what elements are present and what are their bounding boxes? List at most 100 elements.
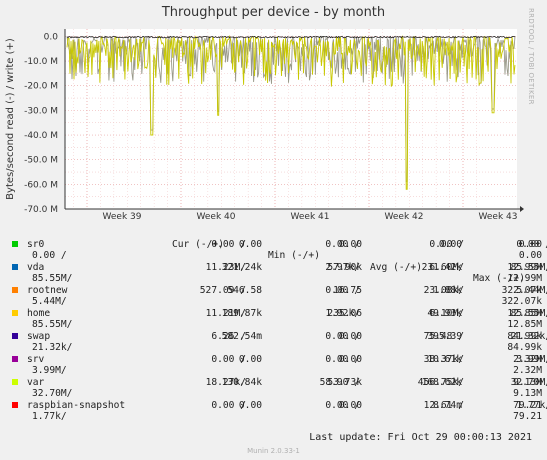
- y-tick-label: -70.0 M: [24, 205, 58, 215]
- legend-name: srv: [27, 353, 45, 365]
- avg-write: 395.39: [427, 330, 462, 342]
- max-write: 79.21: [513, 399, 542, 411]
- legend-table: Cur (-/+) Min (-/+) Avg (-/+) Max (-/+) …: [12, 227, 547, 423]
- avg-write: 0.00: [438, 238, 462, 250]
- avg-write: 168.62k: [421, 376, 462, 388]
- cur-write: 546.58: [227, 284, 262, 296]
- cur-write: 321.24k: [221, 261, 262, 273]
- legend-row-var: var 18.27k/130.84k 58.90 /53.73k 456.75k/16…: [12, 376, 547, 389]
- x-axis-ticks: Week 39 Week 40 Week 41 Week 42 Week 43: [103, 212, 518, 222]
- legend-name: rootnew: [27, 284, 68, 296]
- cont-read: 3.99M/: [32, 365, 67, 376]
- legend-swatch: [12, 333, 18, 339]
- cont-max: 0.00: [518, 250, 542, 261]
- legend-name: raspbian-snapshot: [27, 399, 126, 411]
- min-write: 16.75: [333, 284, 362, 296]
- legend-cont-row: 5.44M/322.07k: [12, 296, 542, 308]
- cont-max: 322.07k: [501, 296, 542, 307]
- x-tick-label: Week 42: [385, 212, 424, 222]
- avg-read: 75.48 /: [423, 330, 464, 342]
- legend-swatch: [12, 241, 18, 247]
- min-write: 57.90k: [327, 261, 362, 273]
- cont-read: 0.00 /: [32, 250, 67, 261]
- min-read: 0.00 /: [325, 284, 360, 296]
- min-write: 0.00: [338, 353, 362, 365]
- min-read: 58.90 /: [319, 376, 360, 388]
- avg-read: 0.00 /: [429, 238, 464, 250]
- y-tick-label: -50.0 M: [24, 156, 58, 166]
- avg-write: 8.74m: [433, 399, 462, 411]
- min-write: 0.00: [338, 399, 362, 411]
- min-write: 0.00: [338, 330, 362, 342]
- cur-read: 11.23M/: [205, 261, 246, 273]
- cont-read: 1.77k/: [32, 411, 67, 422]
- avg-write: 49.93k: [427, 307, 462, 319]
- avg-read: 38.37k/: [423, 353, 464, 365]
- avg-write: 10.61k: [427, 353, 462, 365]
- legend-cont-row: 1.77k/79.21: [12, 411, 542, 423]
- avg-read: 6.10M/: [429, 307, 464, 319]
- legend-name: var: [27, 376, 45, 388]
- cont-max: 12.85M: [507, 319, 542, 330]
- legend-cont-row: 32.70M/9.13M: [12, 388, 542, 400]
- max-write: 9.13M: [513, 376, 542, 388]
- header-max: Max (-/+): [473, 273, 525, 284]
- legend-name: home: [27, 307, 51, 319]
- grid: [65, 29, 517, 210]
- max-read: 85.55M/: [510, 261, 547, 273]
- max-read: 85.55M/: [510, 307, 547, 319]
- y-tick-label: 0.0: [44, 32, 59, 42]
- cont-read: 85.55M/: [32, 319, 73, 330]
- series-lines: [66, 34, 516, 190]
- legend-swatch: [12, 356, 18, 362]
- avg-read: 456.75k/: [417, 376, 464, 388]
- y-tick-label: -10.0 M: [24, 57, 58, 67]
- min-read: 0.00 /: [325, 238, 360, 250]
- avg-read: 23.08k/: [423, 284, 464, 296]
- legend-swatch: [12, 402, 18, 408]
- legend-cont-row: 3.99M/2.32M: [12, 365, 542, 377]
- min-read: 0.00 /: [325, 399, 360, 411]
- legend-row-swap: swap 6.26 /582.54m 0.00 /0.00 75.48 /395.39…: [12, 330, 547, 343]
- cont-read: 85.55M/: [32, 273, 73, 284]
- legend-swatch: [12, 379, 18, 385]
- cur-write: 0.00: [238, 353, 262, 365]
- cont-max: 9.13M: [513, 388, 542, 399]
- cur-write: 0.00: [238, 399, 262, 411]
- legend-name: vda: [27, 261, 45, 273]
- cur-read: 527.09 /: [199, 284, 246, 296]
- max-write: 84.99k: [507, 330, 542, 342]
- x-tick-label: Week 41: [291, 212, 330, 222]
- cur-read: 18.27k/: [205, 376, 246, 388]
- max-write: 322.07k: [501, 284, 542, 296]
- rrdtool-credit: RRDTOOL / TOBI OETIKER: [527, 8, 535, 105]
- series-home: [66, 34, 516, 190]
- max-read: 32.70M/: [510, 376, 547, 388]
- last-update: Last update: Fri Oct 29 00:00:13 2021: [309, 432, 532, 443]
- min-read: 1.92k/: [325, 307, 360, 319]
- cont-max: 84.99k: [507, 342, 542, 353]
- cur-write: 0.00: [238, 238, 262, 250]
- munin-version: Munin 2.0.33-1: [247, 447, 300, 455]
- cur-write: 130.84k: [221, 376, 262, 388]
- legend-row-vda: vda 11.23M/321.24k 2.97k/57.90k 6.60M/231.4…: [12, 261, 547, 274]
- min-write: 0.00: [338, 238, 362, 250]
- legend-header-row: Cur (-/+) Min (-/+) Avg (-/+) Max (-/+): [12, 227, 532, 285]
- legend-row-home: home 11.21M/189.87k 1.92k/235.06 6.10M/49.9…: [12, 307, 547, 320]
- cur-write: 582.54m: [221, 330, 262, 342]
- legend-name: swap: [27, 330, 51, 342]
- legend-row-rootnew: rootnew 527.09 /546.58 0.00 /16.75 23.08k/1…: [12, 284, 547, 297]
- cur-read: 0.00 /: [211, 353, 246, 365]
- max-write: 2.32M: [513, 353, 542, 365]
- min-read: 0.00 /: [325, 353, 360, 365]
- cont-max: 12.99M: [507, 273, 542, 284]
- cur-read: 6.26 /: [211, 330, 246, 342]
- legend-swatch: [12, 287, 18, 293]
- legend-name: sr0: [27, 238, 45, 250]
- x-tick-label: Week 39: [103, 212, 142, 222]
- series-write: [66, 35, 516, 39]
- min-write: 235.06: [327, 307, 362, 319]
- avg-write: 1.88k: [433, 284, 462, 296]
